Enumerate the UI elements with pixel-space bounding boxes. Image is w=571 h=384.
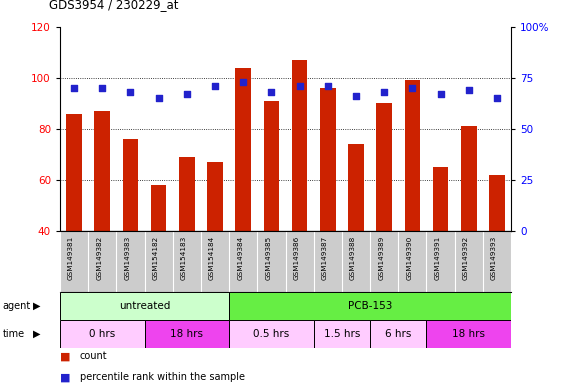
Bar [94, 111, 110, 231]
Text: GSM149387: GSM149387 [322, 236, 328, 280]
Text: GSM149386: GSM149386 [293, 236, 300, 280]
Bar [207, 162, 223, 231]
Bar [376, 103, 392, 231]
Point [295, 83, 304, 89]
Point [70, 85, 79, 91]
Point [211, 83, 220, 89]
Bar [179, 157, 195, 231]
Text: 0 hrs: 0 hrs [89, 329, 115, 339]
Text: GSM149385: GSM149385 [266, 236, 271, 280]
Bar [370, 320, 427, 348]
Point [98, 85, 107, 91]
Text: GSM149382: GSM149382 [96, 236, 102, 280]
Point [492, 95, 501, 101]
Point [351, 93, 360, 99]
Text: agent: agent [3, 301, 31, 311]
Bar [461, 126, 477, 231]
Text: GDS3954 / 230229_at: GDS3954 / 230229_at [49, 0, 178, 12]
Point [126, 89, 135, 95]
Text: percentile rank within the sample: percentile rank within the sample [80, 372, 245, 382]
Text: 0.5 hrs: 0.5 hrs [254, 329, 289, 339]
Bar [292, 60, 307, 231]
Text: 18 hrs: 18 hrs [170, 329, 203, 339]
Bar [235, 68, 251, 231]
Bar [60, 292, 229, 320]
Bar [123, 139, 138, 231]
Text: PCB-153: PCB-153 [348, 301, 392, 311]
Bar [60, 320, 144, 348]
Text: 18 hrs: 18 hrs [452, 329, 485, 339]
Text: ■: ■ [60, 351, 70, 361]
Text: time: time [3, 329, 25, 339]
Text: GSM154182: GSM154182 [152, 236, 159, 280]
Text: GSM149383: GSM149383 [124, 236, 130, 280]
Point [464, 87, 473, 93]
Text: ▶: ▶ [33, 329, 41, 339]
Text: GSM149390: GSM149390 [407, 236, 412, 280]
Text: GSM149392: GSM149392 [463, 236, 469, 280]
Bar [313, 320, 370, 348]
Text: GSM149381: GSM149381 [68, 236, 74, 280]
Text: GSM149389: GSM149389 [378, 236, 384, 280]
Bar [229, 320, 313, 348]
Bar [405, 80, 420, 231]
Bar [348, 144, 364, 231]
Text: GSM149391: GSM149391 [435, 236, 441, 280]
Point [436, 91, 445, 97]
Point [267, 89, 276, 95]
Text: ■: ■ [60, 372, 70, 382]
Point [239, 79, 248, 85]
Text: GSM149388: GSM149388 [350, 236, 356, 280]
Text: 1.5 hrs: 1.5 hrs [324, 329, 360, 339]
Point [380, 89, 389, 95]
Text: count: count [80, 351, 107, 361]
Point [323, 83, 332, 89]
Bar [427, 320, 511, 348]
Text: untreated: untreated [119, 301, 170, 311]
Bar [151, 185, 166, 231]
Text: GSM154184: GSM154184 [209, 236, 215, 280]
Text: GSM149384: GSM149384 [237, 236, 243, 280]
Bar [264, 101, 279, 231]
Bar [229, 292, 511, 320]
Bar [433, 167, 448, 231]
Text: GSM149393: GSM149393 [491, 236, 497, 280]
Bar [489, 175, 505, 231]
Text: ▶: ▶ [33, 301, 41, 311]
Bar [144, 320, 229, 348]
Point [154, 95, 163, 101]
Bar [320, 88, 336, 231]
Text: GSM154183: GSM154183 [181, 236, 187, 280]
Text: 6 hrs: 6 hrs [385, 329, 412, 339]
Point [182, 91, 191, 97]
Bar [66, 114, 82, 231]
Point [408, 85, 417, 91]
